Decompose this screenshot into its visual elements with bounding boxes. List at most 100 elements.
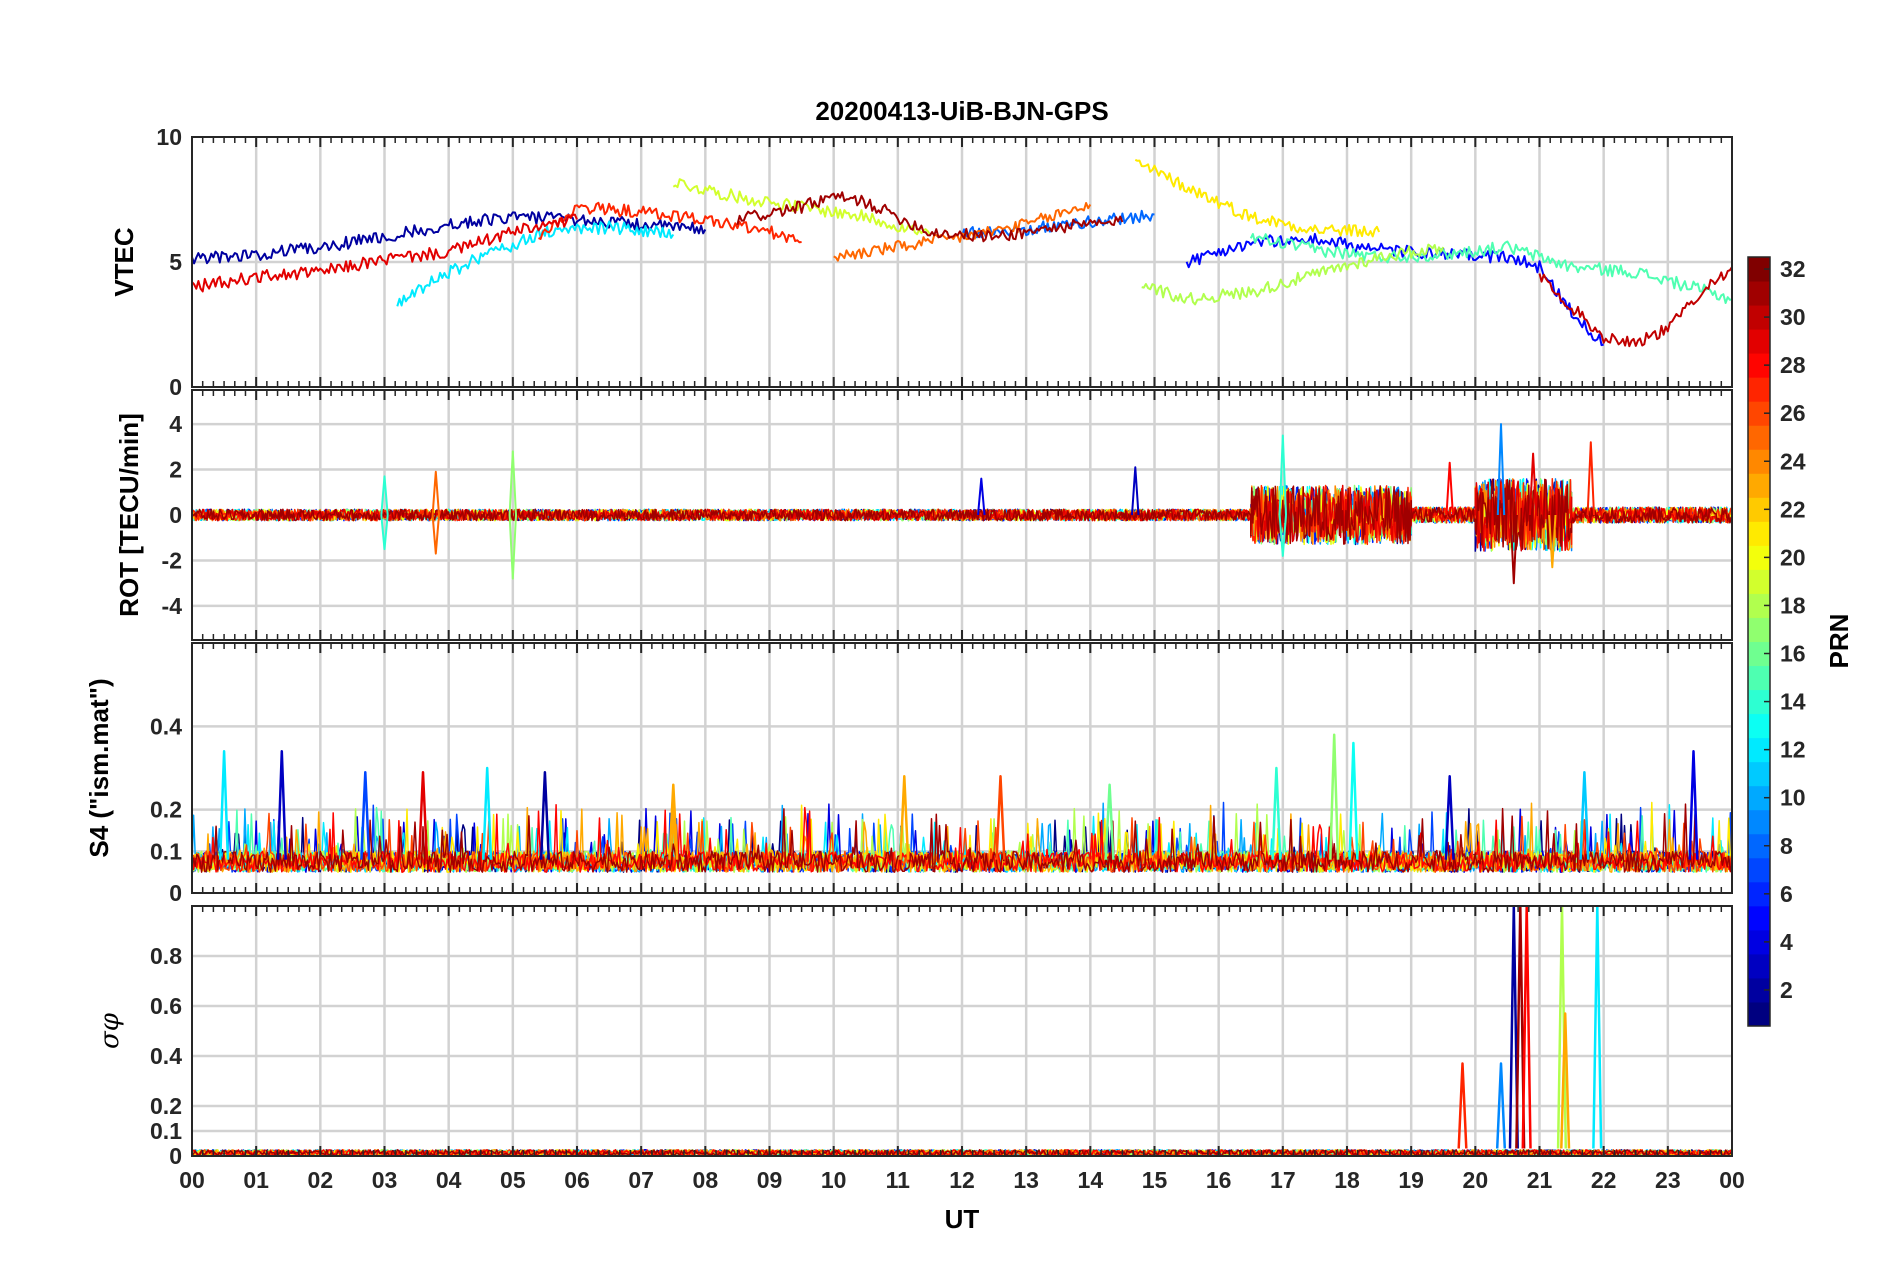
- s4-ticks: 0 0.1 0.2 0.4: [150, 643, 1723, 906]
- rot-spike: [431, 514, 440, 555]
- s4-ylabel: S4 ("ism.mat"): [84, 678, 114, 857]
- s4-spike: [417, 770, 429, 860]
- s4-spike: [1348, 741, 1359, 860]
- x-tick-label: 00: [179, 1167, 205, 1193]
- colorbar-cell: [1748, 305, 1770, 330]
- colorbar-cell: [1748, 473, 1770, 498]
- sigma-phi-axes-box: [191, 905, 1733, 1157]
- colorbar-tick-label: 16: [1780, 641, 1806, 667]
- s4-spike: [1688, 750, 1699, 860]
- sigma-phi-spike: [1515, 906, 1526, 1149]
- colorbar-cells: [1748, 257, 1770, 1027]
- x-tick-label: 03: [372, 1167, 398, 1193]
- y-tick-label: 0.4: [150, 713, 182, 739]
- colorbar-tick-label: 2: [1780, 977, 1793, 1003]
- colorbar-tick-label: 32: [1780, 256, 1806, 282]
- y-tick-label: -4: [162, 593, 183, 619]
- colorbar-tick-label: 24: [1780, 448, 1806, 474]
- vtec-panel: 0 5 10 VTEC: [109, 124, 1733, 400]
- s4-spike: [539, 770, 551, 860]
- colorbar-tick-label: 12: [1780, 737, 1806, 763]
- colorbar-cell: [1748, 257, 1770, 282]
- s4-spike: [482, 766, 493, 860]
- sigma-phi-spike: [1560, 1012, 1571, 1149]
- vtec-series-line: [192, 211, 707, 265]
- rot-spike: [1548, 514, 1557, 569]
- rot-spike: [1528, 452, 1538, 516]
- s4-spike: [360, 770, 371, 860]
- y-tick-label: 0.6: [150, 993, 182, 1019]
- y-tick-label: 0: [169, 1143, 182, 1169]
- colorbar-tick-label: 8: [1780, 833, 1793, 859]
- s4-spike: [1579, 770, 1590, 860]
- y-tick-label: 4: [169, 411, 182, 437]
- vtec-series-line: [1134, 158, 1381, 238]
- colorbar-cell: [1748, 689, 1770, 715]
- sigma-phi-panel: 00.10.2 0.4 0.6 0.8 σφ: [95, 905, 1733, 1169]
- sigma-phi-ylabel: σφ: [95, 1012, 125, 1049]
- x-tick-label: 09: [757, 1167, 783, 1193]
- x-axis-label: UT: [945, 1204, 980, 1234]
- colorbar-cell: [1748, 353, 1770, 378]
- y-tick-label: 0.8: [150, 943, 182, 969]
- s4-spike: [1271, 766, 1282, 860]
- colorbar-cell: [1748, 665, 1770, 691]
- colorbar-cell: [1748, 497, 1770, 522]
- colorbar-cell: [1748, 713, 1770, 739]
- y-tick-label: -2: [162, 547, 182, 573]
- x-tick-label: 13: [1013, 1167, 1039, 1193]
- vtec-series-line: [1141, 243, 1445, 306]
- y-tick-label: 0: [169, 374, 182, 400]
- colorbar-cell: [1748, 545, 1770, 570]
- x-tick-label: 00: [1719, 1167, 1745, 1193]
- s4-spike: [899, 775, 910, 860]
- colorbar-label: PRN: [1824, 614, 1854, 669]
- colorbar-cell: [1748, 737, 1770, 763]
- colorbar-cell: [1748, 833, 1770, 859]
- rot-spike: [380, 514, 389, 551]
- colorbar-cell: [1748, 329, 1770, 354]
- colorbar-cell: [1748, 1001, 1770, 1027]
- colorbar-cell: [1748, 521, 1770, 546]
- rot-spike: [431, 470, 440, 516]
- colorbar-cell: [1748, 785, 1770, 811]
- colorbar-tick-label: 4: [1780, 929, 1793, 955]
- colorbar-cell: [1748, 905, 1770, 931]
- x-tick-label: 12: [949, 1167, 975, 1193]
- colorbar-tick-label: 28: [1780, 352, 1806, 378]
- colorbar-cell: [1748, 377, 1770, 402]
- y-tick-label: 5: [169, 249, 182, 275]
- x-tick-label: 16: [1206, 1167, 1232, 1193]
- y-tick-label: 0.2: [150, 797, 182, 823]
- vtec-series-line: [538, 201, 802, 244]
- vtec-series-line: [736, 191, 1124, 243]
- colorbar-cell: [1748, 569, 1770, 594]
- x-tick-label: 01: [243, 1167, 269, 1193]
- colorbar-tick-label: 20: [1780, 544, 1806, 570]
- colorbar-tick-label: 14: [1780, 689, 1806, 715]
- colorbar-cell: [1748, 929, 1770, 955]
- x-tick-label: 07: [628, 1167, 654, 1193]
- vtec-series-line: [1538, 266, 1732, 348]
- x-tick-label: 18: [1334, 1167, 1360, 1193]
- sigma-phi-grid: [192, 906, 1732, 1156]
- vtec-axes-box: [191, 136, 1733, 388]
- colorbar-cell: [1748, 425, 1770, 450]
- rot-spike: [508, 450, 517, 516]
- vtec-grid: [192, 137, 1732, 387]
- s4-series-line: [192, 803, 1732, 873]
- y-tick-label: 2: [169, 457, 182, 483]
- colorbar-cell: [1748, 401, 1770, 426]
- rot-spike: [1586, 441, 1595, 516]
- rot-spike: [1278, 514, 1287, 557]
- colorbar-tick-label: 22: [1780, 496, 1806, 522]
- colorbar-cell: [1748, 641, 1770, 667]
- sigma-phi-spike: [1521, 906, 1532, 1149]
- rot-spike: [977, 477, 986, 516]
- vtec-series-line: [396, 220, 675, 307]
- y-tick-label: 0: [169, 880, 182, 906]
- x-tick-labels: 00 01 02 03 04 05 06 07 08 09 10 11 12 13 14 15 16 17 18 19…: [179, 1167, 1745, 1193]
- s4-series-group: [192, 733, 1732, 873]
